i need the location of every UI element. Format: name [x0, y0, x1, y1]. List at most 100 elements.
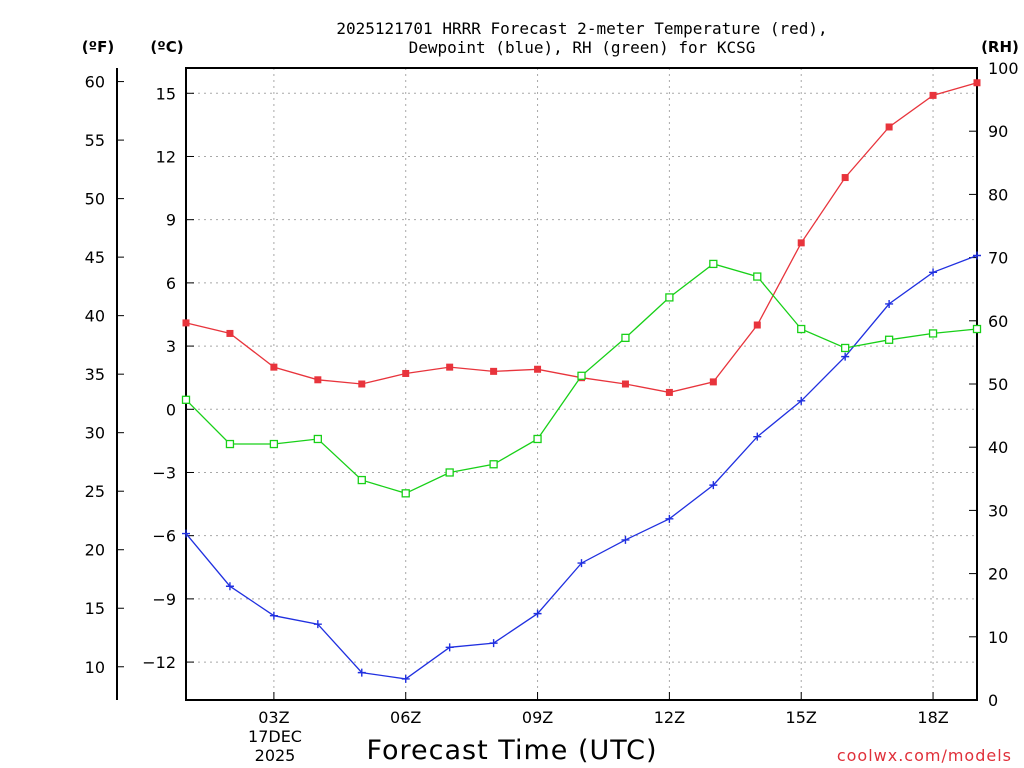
- dewpoint-point-8: [489, 639, 498, 648]
- relative-humidity-point-13: [709, 259, 718, 269]
- celsius-tick-label-9: 9: [166, 211, 176, 230]
- dewpoint-point-10: [577, 559, 586, 568]
- temperature-point-4: [314, 376, 322, 384]
- temperature-point-3: [270, 363, 278, 371]
- temperature-point-18: [929, 91, 937, 99]
- temperature-point-2: [226, 329, 234, 337]
- relative-humidity-point-19: [972, 324, 982, 334]
- rh-tick-label-70: 70: [988, 249, 1008, 268]
- dewpoint-point-9: [533, 609, 542, 618]
- relative-humidity-point-17: [884, 335, 894, 344]
- temperature-point-15: [797, 239, 805, 247]
- dewpoint-point-13: [709, 481, 718, 490]
- fahrenheit-tick-label-25: 25: [85, 482, 105, 501]
- fahrenheit-unit-label: (ºF): [82, 38, 114, 56]
- fahrenheit-tick-label-15: 15: [85, 599, 105, 618]
- fahrenheit-tick-label-30: 30: [85, 424, 105, 443]
- fahrenheit-tick-label-40: 40: [85, 307, 105, 326]
- temperature-point-5: [358, 380, 366, 388]
- temperature-point-11: [621, 380, 629, 388]
- celsius-tick-label--6: −6: [152, 527, 176, 546]
- dewpoint-point-7: [445, 643, 454, 652]
- relative-humidity-point-2: [225, 439, 235, 449]
- rh-tick-label-60: 60: [988, 312, 1008, 331]
- relative-humidity-point-14: [753, 272, 762, 281]
- chart-title-line-1: 2025121701 HRRR Forecast 2-meter Tempera…: [336, 19, 827, 38]
- relative-humidity-point-4: [313, 434, 322, 444]
- rh-tick-label-10: 10: [988, 628, 1008, 647]
- fahrenheit-tick-label-10: 10: [85, 658, 105, 677]
- celsius-tick-label-3: 3: [166, 337, 176, 356]
- rh-tick-label-40: 40: [988, 438, 1008, 457]
- fahrenheit-tick-label-35: 35: [85, 365, 105, 384]
- temperature-point-17: [885, 123, 893, 131]
- dewpoint-point-2: [225, 582, 234, 591]
- dewpoint-line: [185, 254, 978, 680]
- relative-humidity-point-5: [357, 475, 366, 485]
- temperature-point-19: [973, 79, 981, 87]
- x-tick-label-12Z: 12Z: [654, 708, 685, 727]
- credit-text: coolwx.com/models: [837, 746, 1012, 765]
- relative-humidity-point-12: [665, 293, 674, 302]
- dewpoint-point-19: [973, 251, 981, 260]
- x-axis-label: Forecast Time (UTC): [366, 735, 657, 766]
- relative-humidity-point-15: [797, 324, 806, 334]
- celsius-tick-label-0: 0: [166, 400, 176, 419]
- celsius-tick-label-12: 12: [156, 147, 176, 166]
- rh-tick-label-100: 100: [988, 59, 1019, 78]
- dewpoint-point-17: [885, 299, 894, 308]
- fahrenheit-tick-label-50: 50: [85, 190, 105, 209]
- temperature-point-16: [841, 174, 849, 182]
- date-label-year: 2025: [255, 746, 296, 765]
- temperature-point-12: [665, 388, 673, 396]
- relative-humidity-point-6: [401, 489, 410, 498]
- dewpoint-point-18: [929, 268, 938, 277]
- dewpoint-point-4: [313, 620, 322, 629]
- x-tick-label-18Z: 18Z: [917, 708, 948, 727]
- dewpoint-point-6: [401, 674, 410, 683]
- temperature-point-1: [182, 319, 190, 327]
- dewpoint-point-15: [797, 396, 806, 405]
- dewpoint-point-11: [621, 535, 630, 544]
- celsius-tick-label--3: −3: [152, 463, 176, 482]
- relative-humidity-point-7: [445, 468, 454, 477]
- fahrenheit-tick-label-20: 20: [85, 541, 105, 560]
- x-tick-label-06Z: 06Z: [390, 708, 421, 727]
- dewpoint-point-5: [357, 668, 366, 677]
- rh-tick-label-80: 80: [988, 185, 1008, 204]
- date-label-day: 17DEC: [248, 727, 302, 746]
- dewpoint-point-3: [269, 611, 278, 620]
- celsius-tick-label-15: 15: [156, 84, 176, 103]
- temperature-point-13: [709, 378, 717, 386]
- dewpoint-point-16: [841, 352, 850, 361]
- relative-humidity-point-8: [489, 460, 498, 469]
- relative-humidity-point-1: [181, 395, 191, 404]
- celsius-tick-label-6: 6: [166, 274, 176, 293]
- rh-tick-label-20: 20: [988, 565, 1008, 584]
- rh-unit-label: (RH): [981, 38, 1019, 56]
- chart-title-line-2: Dewpoint (blue), RH (green) for KCSG: [409, 38, 756, 57]
- x-tick-label-09Z: 09Z: [522, 708, 553, 727]
- relative-humidity-point-18: [928, 329, 938, 338]
- relative-humidity-point-3: [269, 439, 279, 449]
- temperature-point-6: [402, 369, 410, 377]
- celsius-unit-label: (ºC): [150, 38, 183, 56]
- series-layer: [181, 79, 982, 683]
- relative-humidity-point-11: [621, 333, 630, 343]
- relative-humidity-point-9: [533, 434, 542, 444]
- rh-tick-label-0: 0: [988, 691, 998, 710]
- rh-tick-label-50: 50: [988, 375, 1008, 394]
- fahrenheit-tick-label-55: 55: [85, 131, 105, 150]
- relative-humidity-point-16: [841, 343, 850, 353]
- x-tick-label-03Z: 03Z: [258, 708, 289, 727]
- temperature-point-8: [490, 367, 498, 375]
- dewpoint-point-14: [753, 432, 762, 441]
- dewpoint-point-1: [182, 529, 190, 538]
- temperature-point-14: [753, 321, 761, 329]
- dewpoint-point-12: [665, 514, 674, 523]
- rh-tick-label-30: 30: [988, 501, 1008, 520]
- celsius-tick-label--9: −9: [152, 590, 176, 609]
- axes-layer: 03Z 06Z 09Z 12Z 15Z 18Z −12 −9 −6 −3 0 3 6 9 12 15 10 15 2…: [85, 59, 1019, 727]
- fahrenheit-tick-label-45: 45: [85, 248, 105, 267]
